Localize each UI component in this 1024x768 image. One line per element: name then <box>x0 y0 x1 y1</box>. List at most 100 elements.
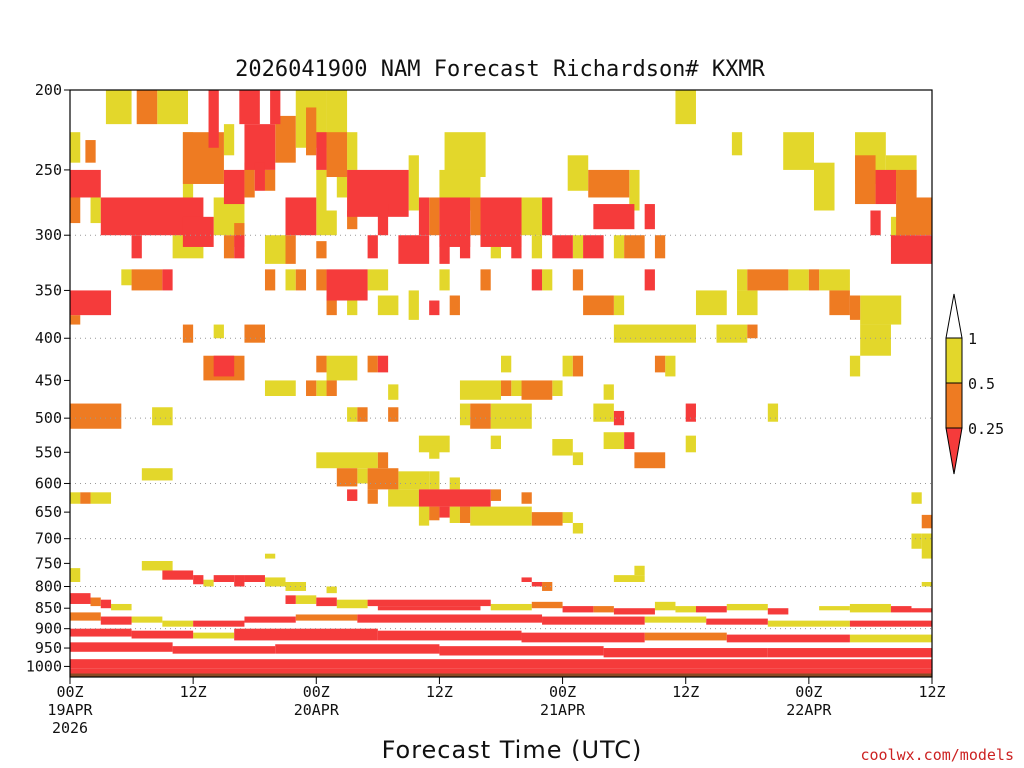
ri-cell-red <box>357 614 543 623</box>
ri-cell-red <box>613 608 655 615</box>
ri-cell-yellow <box>264 235 286 264</box>
ri-cell-yellow <box>731 132 743 156</box>
ri-cell-yellow <box>316 169 327 211</box>
ri-cell-yellow <box>593 403 614 422</box>
ri-cell-red <box>316 132 327 170</box>
ri-cell-yellow <box>439 269 450 291</box>
ri-cell-yellow <box>326 586 337 594</box>
ri-cell-red <box>377 355 389 373</box>
ri-cell-orange <box>521 380 553 400</box>
ri-cell-yellow <box>603 384 614 400</box>
ri-cell-red <box>223 169 245 205</box>
ri-cell-red <box>726 634 850 643</box>
ri-cell-red <box>70 593 91 604</box>
ri-cell-orange <box>388 407 399 422</box>
ri-cell-yellow <box>511 380 522 397</box>
chart-title: 2026041900 NAM Forecast Richardson# KXMR <box>235 57 766 82</box>
ri-cell-red <box>213 355 235 377</box>
ri-cell-yellow <box>121 269 132 286</box>
ri-cell-yellow <box>613 295 625 316</box>
ground-bar <box>70 673 932 677</box>
ri-cell-red <box>418 197 430 236</box>
ri-cell-yellow <box>490 403 532 429</box>
ri-cell-yellow <box>490 603 532 611</box>
ri-cell-red <box>593 204 635 230</box>
plot-frame <box>69 89 933 678</box>
ri-cell-yellow <box>562 512 573 523</box>
y-tick-label: 750 <box>35 554 62 572</box>
ri-cell-orange <box>295 269 307 291</box>
ri-cell-orange <box>90 597 101 607</box>
ri-cell-yellow <box>388 489 419 507</box>
ri-cell-red <box>624 432 635 450</box>
ri-cell-red <box>162 269 173 291</box>
ri-cell-orange <box>316 241 327 259</box>
ri-cell-red <box>213 575 235 582</box>
ri-cell-yellow <box>459 403 471 426</box>
y-tick-label: 250 <box>35 161 62 179</box>
ri-cell-orange <box>542 581 553 591</box>
ri-cell-red <box>542 197 553 236</box>
colorbar-yellow <box>945 337 963 384</box>
ri-cell-red <box>644 269 655 291</box>
ri-cell-red <box>911 608 932 613</box>
ri-cell-orange <box>295 614 358 621</box>
ri-cell-orange <box>336 468 358 487</box>
ri-cell-red <box>100 599 112 609</box>
x-tick-label: 00Z <box>795 683 822 701</box>
ri-cell-orange <box>572 355 584 377</box>
ri-cell-red <box>285 197 317 236</box>
ri-cell-yellow <box>111 603 132 611</box>
ri-cell-yellow <box>644 616 707 623</box>
ri-cell-red <box>531 581 543 587</box>
ri-cell-orange <box>855 155 876 205</box>
colorbar-label-0-25: 0.25 <box>968 420 1004 438</box>
ri-cell-red <box>347 489 358 501</box>
ri-cell-orange <box>306 107 317 156</box>
ri-cell-red <box>244 575 265 582</box>
ri-cell-red <box>234 235 245 259</box>
heatmap-cells <box>70 90 932 674</box>
ri-cell-yellow <box>203 579 214 587</box>
ri-cell-orange <box>326 380 337 397</box>
ri-cell-yellow <box>603 432 625 450</box>
ri-cell-yellow <box>449 477 460 490</box>
ri-cell-red <box>367 599 491 607</box>
ri-cell-red <box>695 606 727 613</box>
ri-cell-yellow <box>567 155 589 191</box>
ri-cell-yellow <box>193 632 235 639</box>
ri-cell-red <box>193 575 204 585</box>
ri-cell-red <box>613 410 625 426</box>
ri-cell-yellow <box>444 132 486 178</box>
credit-link[interactable]: coolwx.com/models <box>860 746 1014 764</box>
ri-cell-orange <box>264 269 276 291</box>
ri-cell-yellow <box>336 599 368 609</box>
ri-cell-orange <box>521 492 532 504</box>
ri-cell-orange <box>531 512 563 526</box>
ri-cell-yellow <box>552 439 573 456</box>
ri-cell-yellow <box>470 506 532 526</box>
y-tick-label: 350 <box>35 281 62 299</box>
x-tick-label: 20APR <box>294 701 340 719</box>
ri-cell-orange <box>470 197 481 236</box>
ri-cell-red <box>367 235 378 259</box>
y-tick-label: 500 <box>35 409 62 427</box>
ri-cell-yellow <box>521 197 543 236</box>
y-tick-label: 600 <box>35 474 62 492</box>
ri-cell-orange <box>80 492 91 504</box>
ri-cell-yellow <box>911 492 922 504</box>
ri-cell-red <box>398 235 430 264</box>
ri-cell-red <box>706 618 768 625</box>
ri-cell-red <box>542 616 645 625</box>
ri-cell-yellow <box>316 380 327 397</box>
ri-cell-red <box>285 595 296 604</box>
y-tick-label: 450 <box>35 371 62 389</box>
ri-cell-red <box>131 235 142 259</box>
ri-cell-red <box>890 606 912 613</box>
ri-cell-yellow <box>90 197 101 224</box>
ri-cell-red <box>377 204 389 236</box>
ri-cell-red <box>131 630 194 639</box>
ri-cell-yellow <box>665 355 676 377</box>
y-tick-label: 800 <box>35 577 62 595</box>
